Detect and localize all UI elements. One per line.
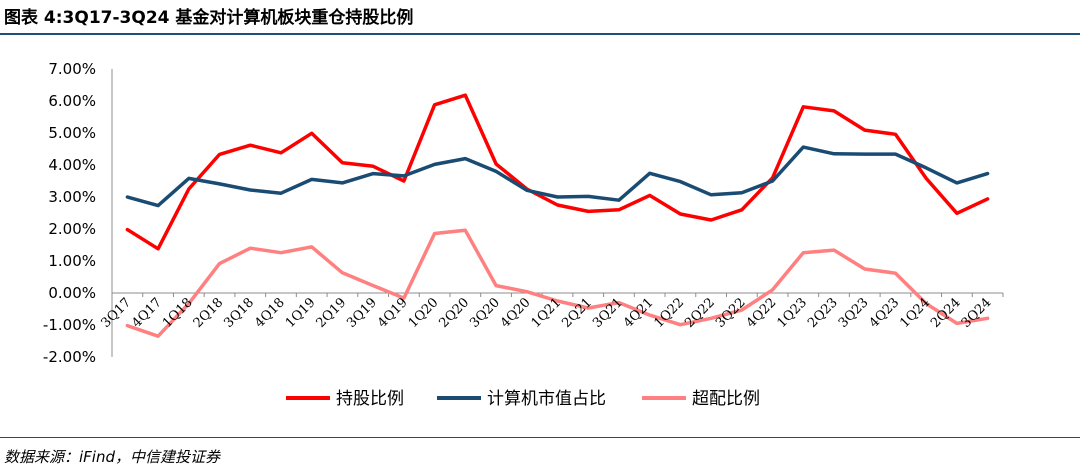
x-tick-label: 2Q23 bbox=[805, 295, 841, 331]
x-tick-label: 2Q24 bbox=[928, 295, 964, 331]
x-tick-label: 1Q21 bbox=[529, 295, 565, 331]
x-tick-label: 3Q21 bbox=[590, 295, 626, 331]
x-tick-label: 4Q23 bbox=[867, 295, 903, 331]
x-tick-label: 4Q17 bbox=[129, 295, 165, 331]
series-line-1 bbox=[125, 145, 990, 208]
x-tick-label: 1Q18 bbox=[160, 295, 196, 331]
x-tick-label: 3Q20 bbox=[467, 295, 503, 331]
series-line-0 bbox=[125, 93, 990, 251]
legend-label-2: 超配比例 bbox=[692, 389, 760, 409]
x-tick-label: 2Q20 bbox=[436, 295, 472, 331]
y-tick-label: 0.00% bbox=[48, 284, 96, 302]
x-axis-ticks: 3Q174Q171Q182Q183Q184Q181Q192Q193Q194Q19… bbox=[98, 295, 994, 331]
y-axis-ticks: 7.00% 6.00% 5.00% 4.00% 3.00% 2.00% 1.00% 0.00%… bbox=[43, 60, 96, 366]
axes bbox=[111, 69, 1004, 357]
y-tick-label: 7.00% bbox=[48, 60, 96, 78]
y-tick-label: -2.00% bbox=[43, 348, 96, 366]
x-tick-label: 2Q19 bbox=[314, 295, 350, 331]
x-tick-label: 4Q18 bbox=[252, 295, 288, 331]
x-tick-label: 3Q19 bbox=[344, 295, 380, 331]
x-tick-label: 4Q19 bbox=[375, 295, 411, 331]
x-tick-label: 4Q22 bbox=[744, 295, 780, 331]
x-tick-label: 1Q24 bbox=[897, 295, 933, 331]
series-lines bbox=[125, 93, 990, 338]
y-tick-label: 3.00% bbox=[48, 188, 96, 206]
series-line-2 bbox=[125, 228, 990, 338]
y-tick-label: 5.00% bbox=[48, 124, 96, 142]
x-tick-label: 2Q21 bbox=[559, 295, 595, 331]
title-rule bbox=[0, 33, 1080, 35]
y-tick-label: 4.00% bbox=[48, 156, 96, 174]
x-tick-label: 3Q22 bbox=[713, 295, 749, 331]
x-tick-label: 4Q21 bbox=[621, 295, 657, 331]
y-tick-label: 6.00% bbox=[48, 92, 96, 110]
y-tick-label: 1.00% bbox=[48, 252, 96, 270]
x-tick-label: 2Q18 bbox=[191, 295, 227, 331]
x-tick-label: 1Q23 bbox=[774, 295, 810, 331]
source-note: 数据来源：iFind，中信建投证券 bbox=[4, 448, 220, 466]
y-tick-label: -1.00% bbox=[43, 316, 96, 334]
x-tick-label: 2Q22 bbox=[682, 295, 718, 331]
legend-label-0: 持股比例 bbox=[336, 389, 404, 409]
x-tick-label: 4Q20 bbox=[498, 295, 534, 331]
legend: 持股比例 计算机市值占比 超配比例 bbox=[286, 389, 760, 409]
x-tick-label: 3Q24 bbox=[959, 295, 995, 331]
legend-label-1: 计算机市值占比 bbox=[487, 389, 606, 409]
y-tick-label: 2.00% bbox=[48, 220, 96, 238]
x-tick-label: 1Q20 bbox=[406, 295, 442, 331]
x-tick-label: 3Q23 bbox=[836, 295, 872, 331]
figure-title: 图表 4:3Q17-3Q24 基金对计算机板块重仓持股比例 bbox=[4, 8, 414, 28]
x-tick-label: 3Q18 bbox=[221, 295, 257, 331]
footer-rule bbox=[0, 437, 1080, 438]
x-tick-label: 1Q19 bbox=[283, 295, 319, 331]
